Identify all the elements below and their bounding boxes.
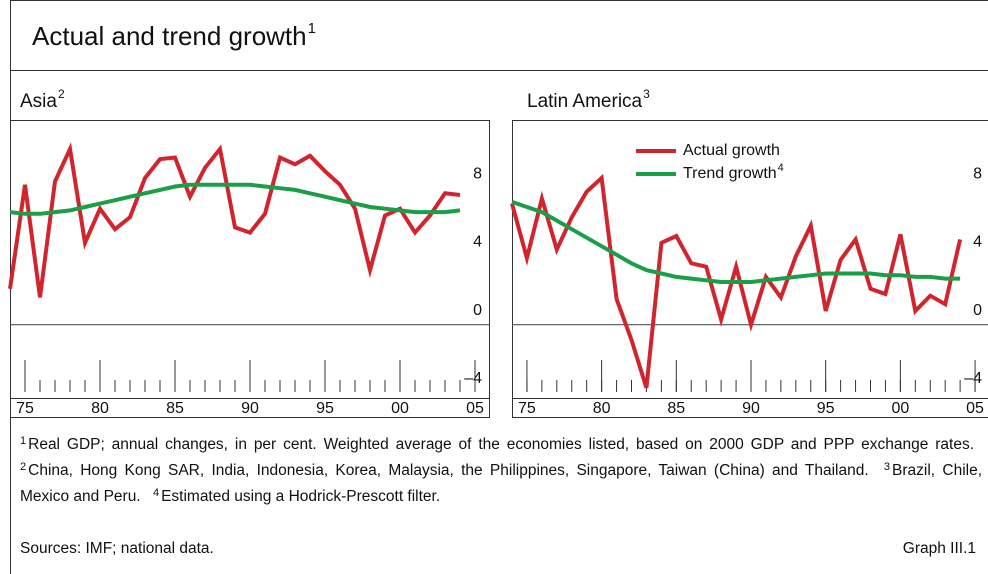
x-tick-label: 95 <box>817 400 835 417</box>
x-tick-label: 85 <box>667 400 685 417</box>
footnote-text: Real GDP; annual changes, in per cent. W… <box>28 436 974 453</box>
footnote-mark: 2 <box>20 461 27 473</box>
plot-frame <box>10 120 490 418</box>
y-tick-label: 4 <box>473 234 482 251</box>
y-tick-label: –4 <box>964 370 982 387</box>
footnote: 3 Brazil, Chile, Mexico and Peru. <box>20 461 983 505</box>
footnote-mark: 1 <box>20 435 27 447</box>
x-tick-label: 80 <box>593 400 611 417</box>
title-note: 1 <box>308 20 316 37</box>
legend-note: 4 <box>778 162 784 174</box>
footnote-text: Estimated using a Hodrick-Prescott filte… <box>161 488 441 505</box>
y-tick-label: 4 <box>973 234 982 251</box>
x-tick-label: 00 <box>891 400 909 417</box>
panel-title-text: Asia <box>20 91 57 112</box>
y-tick-label: 8 <box>973 165 982 182</box>
x-tick-label: 05 <box>966 400 984 417</box>
x-tick-label: 75 <box>16 400 34 417</box>
panel-title: Asia2 <box>20 87 65 112</box>
series-line <box>9 182 461 216</box>
footnote-mark: 3 <box>883 461 891 473</box>
y-tick-label: 8 <box>473 165 482 182</box>
panel-title-text: Latin America <box>527 91 643 112</box>
x-tick-label: 75 <box>518 400 536 417</box>
x-tick-label: 85 <box>166 400 184 417</box>
x-tick-label: 95 <box>316 400 334 417</box>
footnote: 4 Estimated using a Hodrick-Prescott filt… <box>152 487 441 505</box>
graph-label: Graph III.1 <box>902 540 976 557</box>
panel-title-note: 3 <box>643 87 650 101</box>
y-tick-label: 0 <box>473 302 482 319</box>
x-tick-label: 00 <box>391 400 409 417</box>
series-line <box>511 200 961 284</box>
y-tick-label: 0 <box>973 302 982 319</box>
x-tick-label: 90 <box>742 400 760 417</box>
footnote-text: China, Hong Kong SAR, India, Indonesia, … <box>28 462 869 479</box>
y-tick-label: –4 <box>464 370 482 387</box>
panel-title-note: 2 <box>58 87 65 101</box>
footnote-text: Brazil, Chile, Mexico and Peru. <box>20 462 983 505</box>
title-text: Actual and trend growth <box>32 21 307 51</box>
x-tick-label: 05 <box>466 400 484 417</box>
footnote: 2 China, Hong Kong SAR, India, Indonesia,… <box>20 461 869 479</box>
legend-name: Actual growth <box>683 142 780 159</box>
footnote-mark: 4 <box>152 487 160 499</box>
series-line <box>510 173 963 389</box>
x-tick-label: 80 <box>91 400 109 417</box>
series-line <box>8 142 461 298</box>
legend-label: Actual growth <box>683 142 780 159</box>
panel-title: Latin America3 <box>527 87 650 112</box>
legend-name: Trend growth <box>683 165 777 182</box>
sources: Sources: IMF; national data. <box>20 540 214 557</box>
footnote: 1 Real GDP; annual changes, in per cent. … <box>20 435 974 453</box>
chart-title: Actual and trend growth1 <box>32 20 316 51</box>
legend-label: Trend growth4 <box>683 162 784 182</box>
footnotes: 1 Real GDP; annual changes, in per cent. … <box>20 430 982 508</box>
x-tick-label: 90 <box>241 400 259 417</box>
plot-frame <box>512 120 988 418</box>
